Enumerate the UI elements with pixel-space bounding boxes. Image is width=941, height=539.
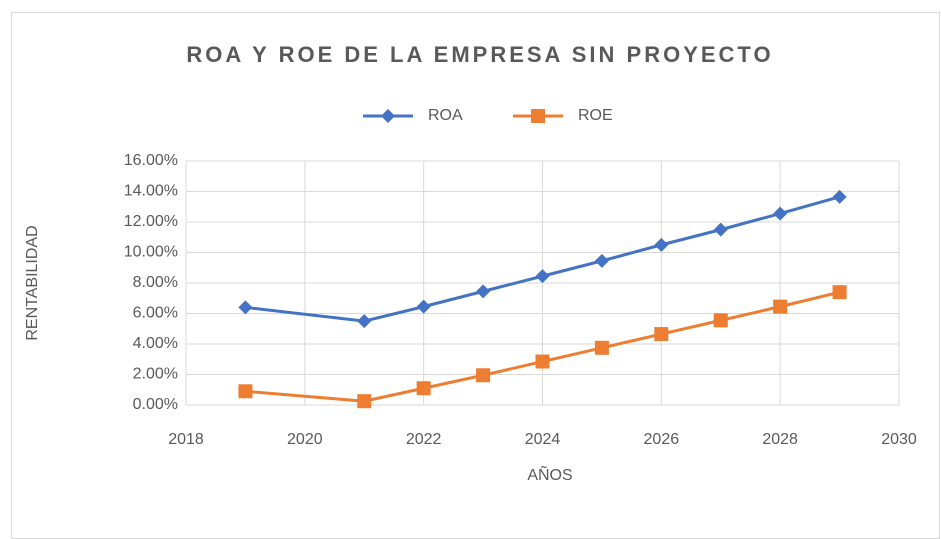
series-line — [245, 195, 840, 323]
series-line — [245, 290, 840, 403]
x-tick-label: 2018 — [168, 431, 204, 448]
data-point — [535, 269, 550, 284]
legend-label: ROE — [578, 107, 613, 124]
x-tick-label: 2026 — [644, 431, 680, 448]
y-tick-label: 12.00% — [124, 213, 178, 230]
y-tick-label: 2.00% — [133, 366, 178, 383]
data-point — [238, 384, 253, 399]
data-point — [476, 284, 491, 299]
y-tick-label: 0.00% — [133, 396, 178, 413]
x-tick-label: 2024 — [525, 431, 561, 448]
data-point — [357, 314, 372, 329]
x-axis-label: AÑOS — [527, 464, 572, 484]
y-tick-label: 4.00% — [133, 335, 178, 352]
data-point — [713, 313, 728, 328]
data-point — [238, 300, 253, 315]
chart-title: ROA Y ROE DE LA EMPRESA SIN PROYECTO — [186, 42, 773, 67]
y-tick-label: 16.00% — [124, 152, 178, 169]
y-tick-label: 14.00% — [124, 183, 178, 200]
x-tick-label: 2022 — [406, 431, 442, 448]
x-tick-label: 2030 — [881, 431, 917, 448]
data-point — [357, 394, 372, 409]
y-tick-label: 8.00% — [133, 274, 178, 291]
x-tick-label: 2020 — [287, 431, 323, 448]
data-point — [832, 189, 847, 204]
data-point — [654, 327, 669, 342]
data-point — [594, 253, 609, 268]
chart-border — [11, 12, 940, 539]
data-point — [535, 354, 550, 369]
data-point — [416, 381, 431, 396]
legend-marker — [531, 109, 545, 123]
y-tick-label: 10.00% — [124, 244, 178, 261]
data-point — [773, 206, 788, 221]
y-tick-label: 6.00% — [133, 305, 178, 322]
data-point — [654, 237, 669, 252]
legend-marker — [381, 109, 395, 123]
x-tick-label: 2028 — [762, 431, 798, 448]
legend-label: ROA — [428, 107, 463, 124]
data-point — [832, 285, 847, 300]
data-point — [476, 368, 491, 383]
data-point — [773, 299, 788, 314]
data-point — [416, 299, 431, 314]
data-point — [713, 222, 728, 237]
data-point — [594, 340, 609, 355]
y-axis-label: RENTABILIDAD — [24, 225, 41, 340]
